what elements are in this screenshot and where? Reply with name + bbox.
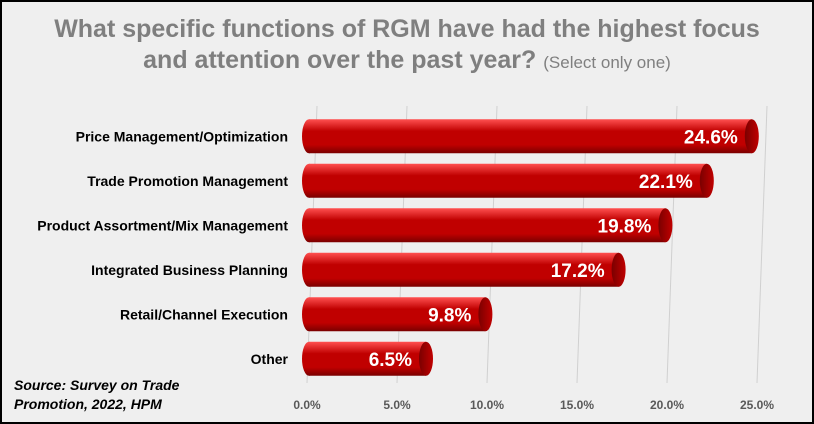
category-label-1: Trade Promotion Management	[87, 173, 288, 189]
title-line-2-main: and attention over the past year?	[143, 46, 537, 74]
x-tick-label-4: 20.0%	[650, 398, 684, 412]
data-label-5: 6.5%	[369, 350, 412, 371]
bar-end-cap-3	[611, 252, 626, 287]
bar-left-cap-5	[302, 341, 316, 376]
title-note: (Select only one)	[543, 53, 671, 72]
category-label-2: Product Assortment/Mix Management	[37, 217, 288, 233]
title-line-2: and attention over the past year? (Selec…	[2, 45, 812, 78]
bar-end-cap-4	[478, 297, 493, 332]
gridline-5	[756, 105, 768, 384]
category-label-0: Price Management/Optimization	[76, 128, 288, 144]
bar-end-cap-1	[699, 163, 714, 198]
bar-left-cap-1	[302, 163, 316, 198]
bar-3	[309, 252, 619, 287]
category-label-3: Integrated Business Planning	[91, 262, 288, 278]
x-tick-label-0: 0.0%	[293, 398, 321, 412]
bar-1	[309, 163, 707, 198]
bar-5	[309, 341, 426, 376]
x-tick-label-1: 5.0%	[383, 398, 411, 412]
bar-end-cap-2	[658, 208, 673, 243]
x-tick-label-3: 15.0%	[560, 398, 594, 412]
category-label-4: Retail/Channel Execution	[120, 306, 288, 322]
data-label-0: 24.6%	[684, 127, 738, 148]
x-tick-label-5: 25.0%	[740, 398, 774, 412]
source-line-1: Source: Survey on Trade	[14, 377, 180, 393]
data-label-3: 17.2%	[551, 261, 605, 282]
data-label-2: 19.8%	[598, 216, 652, 237]
chart-title: What specific functions of RGM have had …	[2, 14, 812, 78]
data-label-4: 9.8%	[428, 305, 471, 326]
x-axis-ticks: 0.0% 5.0% 10.0% 15.0% 20.0% 25.0%	[293, 398, 774, 412]
data-label-1: 22.1%	[639, 172, 693, 193]
source-note: Source: Survey on Trade Promotion, 2022,…	[14, 376, 214, 414]
category-labels: Price Management/Optimization Trade Promo…	[37, 128, 288, 367]
source-line-2: Promotion, 2022, HPM	[14, 396, 162, 412]
category-label-5: Other	[251, 351, 289, 367]
bar-left-cap-3	[302, 252, 316, 287]
bar-0	[309, 119, 752, 154]
bars: 24.6% 22.1% 19.8% 17.2% 9.8% 6.5%	[302, 119, 759, 376]
x-tick-label-2: 10.0%	[470, 398, 504, 412]
bar-end-cap-0	[744, 119, 759, 154]
title-line-1: What specific functions of RGM have had …	[54, 15, 760, 43]
bar-left-cap-0	[302, 119, 316, 154]
bar-2	[309, 208, 666, 243]
bar-4	[309, 297, 486, 332]
bar-end-cap-5	[419, 341, 433, 376]
bar-left-cap-4	[302, 297, 316, 332]
bar-left-cap-2	[302, 208, 316, 243]
